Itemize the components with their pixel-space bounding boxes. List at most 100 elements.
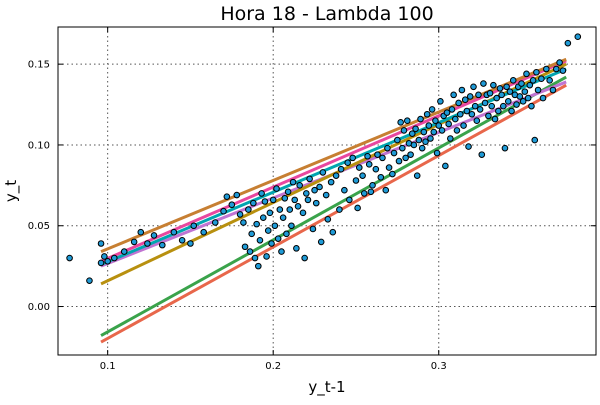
scatter-point xyxy=(241,243,249,251)
scatter-point xyxy=(101,253,108,260)
scatter-point xyxy=(97,240,105,247)
x-tick-label: 0.3 xyxy=(431,361,447,372)
scatter-point xyxy=(263,253,270,260)
scatter-point xyxy=(456,110,464,118)
scatter-point xyxy=(311,186,318,194)
scatter-point xyxy=(445,120,452,128)
scatter-point xyxy=(158,241,166,249)
scatter-point xyxy=(407,151,414,158)
scatter-point xyxy=(294,203,302,210)
scatter-point xyxy=(329,228,337,236)
scatter-point xyxy=(476,106,484,113)
y-axis-label: y_t xyxy=(2,180,21,202)
fit-line xyxy=(100,57,567,253)
scatter-point xyxy=(478,151,486,158)
scatter-point xyxy=(451,115,459,123)
scatter-point xyxy=(394,136,401,144)
x-axis-label: y_t-1 xyxy=(308,378,345,397)
scatter-point xyxy=(423,110,431,118)
scatter-point xyxy=(253,220,260,228)
scatter-point xyxy=(499,102,507,110)
scatter-point xyxy=(256,236,264,244)
scatter-point xyxy=(493,94,500,102)
scatter-point xyxy=(299,209,307,217)
scatter-point xyxy=(418,144,426,152)
scatter-point xyxy=(389,170,396,178)
scatter-point xyxy=(352,177,360,184)
scatter-point xyxy=(261,198,269,205)
scatter-point xyxy=(187,240,194,247)
scatter-point xyxy=(513,101,520,108)
scatter-point xyxy=(359,172,366,179)
scatter-point xyxy=(485,112,492,120)
scatter-point xyxy=(377,173,385,181)
scatter-point xyxy=(508,107,515,115)
scatter-point xyxy=(66,254,73,262)
scatter-point xyxy=(354,204,361,212)
scatter-point xyxy=(450,91,457,99)
scatter-point xyxy=(200,228,207,236)
scatter-point xyxy=(400,127,408,134)
x-tick-label: 0.2 xyxy=(265,361,281,372)
scatter-point xyxy=(518,80,525,87)
scatter-point xyxy=(283,230,290,238)
grid-lines xyxy=(58,27,596,355)
scatter-point xyxy=(490,81,497,89)
scatter-point xyxy=(552,65,560,73)
scatter-point xyxy=(473,117,481,125)
scatter-point xyxy=(97,259,105,267)
scatter-point xyxy=(137,228,145,236)
scatter-point xyxy=(442,162,449,170)
scatter-point xyxy=(523,70,530,78)
scatter-point xyxy=(516,93,524,100)
y-tick-label: 0.10 xyxy=(28,140,50,151)
scatter-point xyxy=(425,122,433,129)
scatter-point xyxy=(319,169,327,176)
fit-line xyxy=(100,83,567,344)
scatter-point xyxy=(110,254,118,262)
scatter-point xyxy=(306,175,313,183)
scatter-point xyxy=(564,39,572,47)
scatter-point xyxy=(408,130,416,137)
scatter-point xyxy=(528,102,535,110)
scatter-point xyxy=(428,106,436,113)
scatter-point xyxy=(475,91,482,99)
scatter-point xyxy=(447,135,454,142)
scatter-point xyxy=(264,227,272,234)
scatter-point xyxy=(317,238,325,246)
scatter-point xyxy=(399,144,406,152)
scatter-point xyxy=(289,178,297,186)
scatter-point xyxy=(324,215,332,223)
scatter-point xyxy=(248,230,255,238)
scatter-point xyxy=(364,152,371,160)
scatter-point xyxy=(316,183,323,191)
scatter-point xyxy=(420,128,428,136)
scatter-point xyxy=(220,207,227,215)
scatter-point xyxy=(559,67,567,74)
scatter-point xyxy=(293,245,300,252)
scatter-point xyxy=(509,77,517,84)
scatter-point xyxy=(461,96,469,104)
plot-frame xyxy=(57,26,597,356)
scatter-point xyxy=(236,211,244,218)
scatter-point xyxy=(369,182,376,189)
scatter-point xyxy=(539,94,547,102)
scatter-point xyxy=(332,172,340,179)
scatter-point xyxy=(488,102,496,110)
scatter-point xyxy=(190,222,198,230)
scatter-point xyxy=(178,236,186,244)
scatter-point xyxy=(519,98,527,105)
scatter-point xyxy=(365,161,373,168)
scatter-point xyxy=(336,206,343,213)
fit-lines xyxy=(100,57,567,344)
scatter-point xyxy=(460,122,467,129)
scatter-point xyxy=(468,110,476,118)
scatter-point xyxy=(344,159,351,167)
scatter-point xyxy=(438,127,446,134)
scatter-point xyxy=(390,149,398,157)
scatter-point xyxy=(120,248,128,255)
scatter-point xyxy=(384,144,391,152)
fit-line xyxy=(100,75,567,337)
